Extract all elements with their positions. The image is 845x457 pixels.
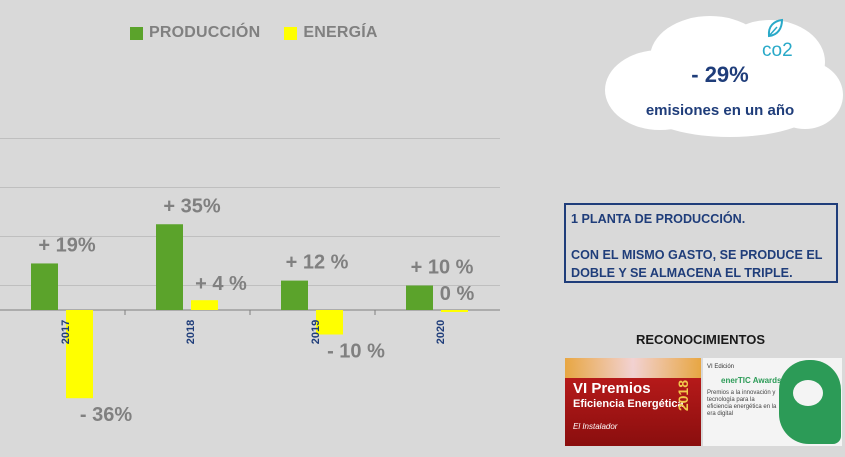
- x-tick-label-2017: 2017: [60, 320, 72, 344]
- enertic-logo-hole: [793, 380, 823, 406]
- bar-energía-2017: [66, 310, 93, 399]
- award2-edition: VI Edición: [707, 364, 735, 370]
- co2-label: co2: [762, 40, 793, 61]
- award1-line2: Eficiencia Energética: [573, 398, 684, 410]
- award2-desc: Premios a la innovación y tecnología par…: [707, 390, 777, 417]
- x-tick-label-2020: 2020: [435, 320, 447, 344]
- cloud-text: - 29% emisiones en un año: [600, 62, 840, 119]
- info-line-2: CON EL MISMO GASTO, SE PRODUCE EL DOBLE …: [571, 248, 823, 280]
- emissions-value: - 29%: [691, 62, 749, 87]
- data-label-energía-2020: 0 %: [440, 283, 475, 305]
- legend-item-produccion: PRODUCCIÓN: [130, 24, 260, 42]
- bars: [31, 224, 468, 399]
- bar-producción-2018: [156, 224, 183, 310]
- legend-item-energia: ENERGÍA: [284, 24, 377, 42]
- legend-label-energia: ENERGÍA: [303, 24, 378, 41]
- data-label-energía-2017: - 36%: [80, 404, 132, 426]
- bar-energía-2020: [441, 310, 468, 312]
- bar-producción-2020: [406, 285, 433, 310]
- bar-producción-2019: [281, 280, 308, 310]
- legend-swatch-produccion: [130, 26, 143, 40]
- x-tick-label-2018: 2018: [185, 320, 197, 344]
- bar-energía-2018: [191, 300, 218, 310]
- co2-leaf-icon: [767, 18, 784, 38]
- legend: PRODUCCIÓN ENERGÍA: [130, 24, 378, 42]
- data-label-energía-2018: + 4 %: [195, 273, 247, 295]
- bar-producción-2017: [31, 263, 58, 310]
- data-label-producción-2019: + 12 %: [286, 252, 349, 274]
- award1-sponsor: El Instalador: [573, 422, 618, 431]
- info-box: 1 PLANTA DE PRODUCCIÓN. CON EL MISMO GAS…: [564, 203, 838, 283]
- x-tick-labels: 2017 2018 2019 2020: [60, 320, 447, 344]
- award1-line1: VI Premios: [573, 380, 651, 397]
- award-premios-eficiencia: VI Premios Eficiencia Energética 2018 El…: [565, 358, 701, 446]
- award1-year: 2018: [675, 380, 691, 412]
- info-line-1: 1 PLANTA DE PRODUCCIÓN.: [571, 212, 746, 226]
- legend-swatch-energia: [284, 26, 298, 40]
- legend-label-produccion: PRODUCCIÓN: [149, 24, 261, 41]
- cloud-shape: [605, 16, 843, 137]
- award-enertic: VI Edición enerTIC Awards Premios a la i…: [703, 358, 842, 446]
- data-label-producción-2018: + 35%: [163, 195, 220, 217]
- data-label-producción-2020: + 10 %: [411, 257, 474, 279]
- award-stripe: [565, 358, 701, 378]
- x-tick-label-2019: 2019: [310, 320, 322, 344]
- bar-chart: + 19% - 36% + 35% + 4 % + 12 % - 10 % + 10 % 0 …: [0, 138, 500, 426]
- award2-name: enerTIC Awards: [721, 376, 782, 385]
- data-label-producción-2017: + 19%: [38, 234, 95, 256]
- recognitions-title: RECONOCIMIENTOS: [636, 332, 766, 347]
- data-labels: + 19% - 36% + 35% + 4 % + 12 % - 10 % + 10 % 0 …: [38, 195, 474, 426]
- data-label-energía-2019: - 10 %: [327, 341, 385, 363]
- emissions-caption: emisiones en un año: [645, 102, 795, 119]
- bar-energía-2019: [316, 310, 343, 335]
